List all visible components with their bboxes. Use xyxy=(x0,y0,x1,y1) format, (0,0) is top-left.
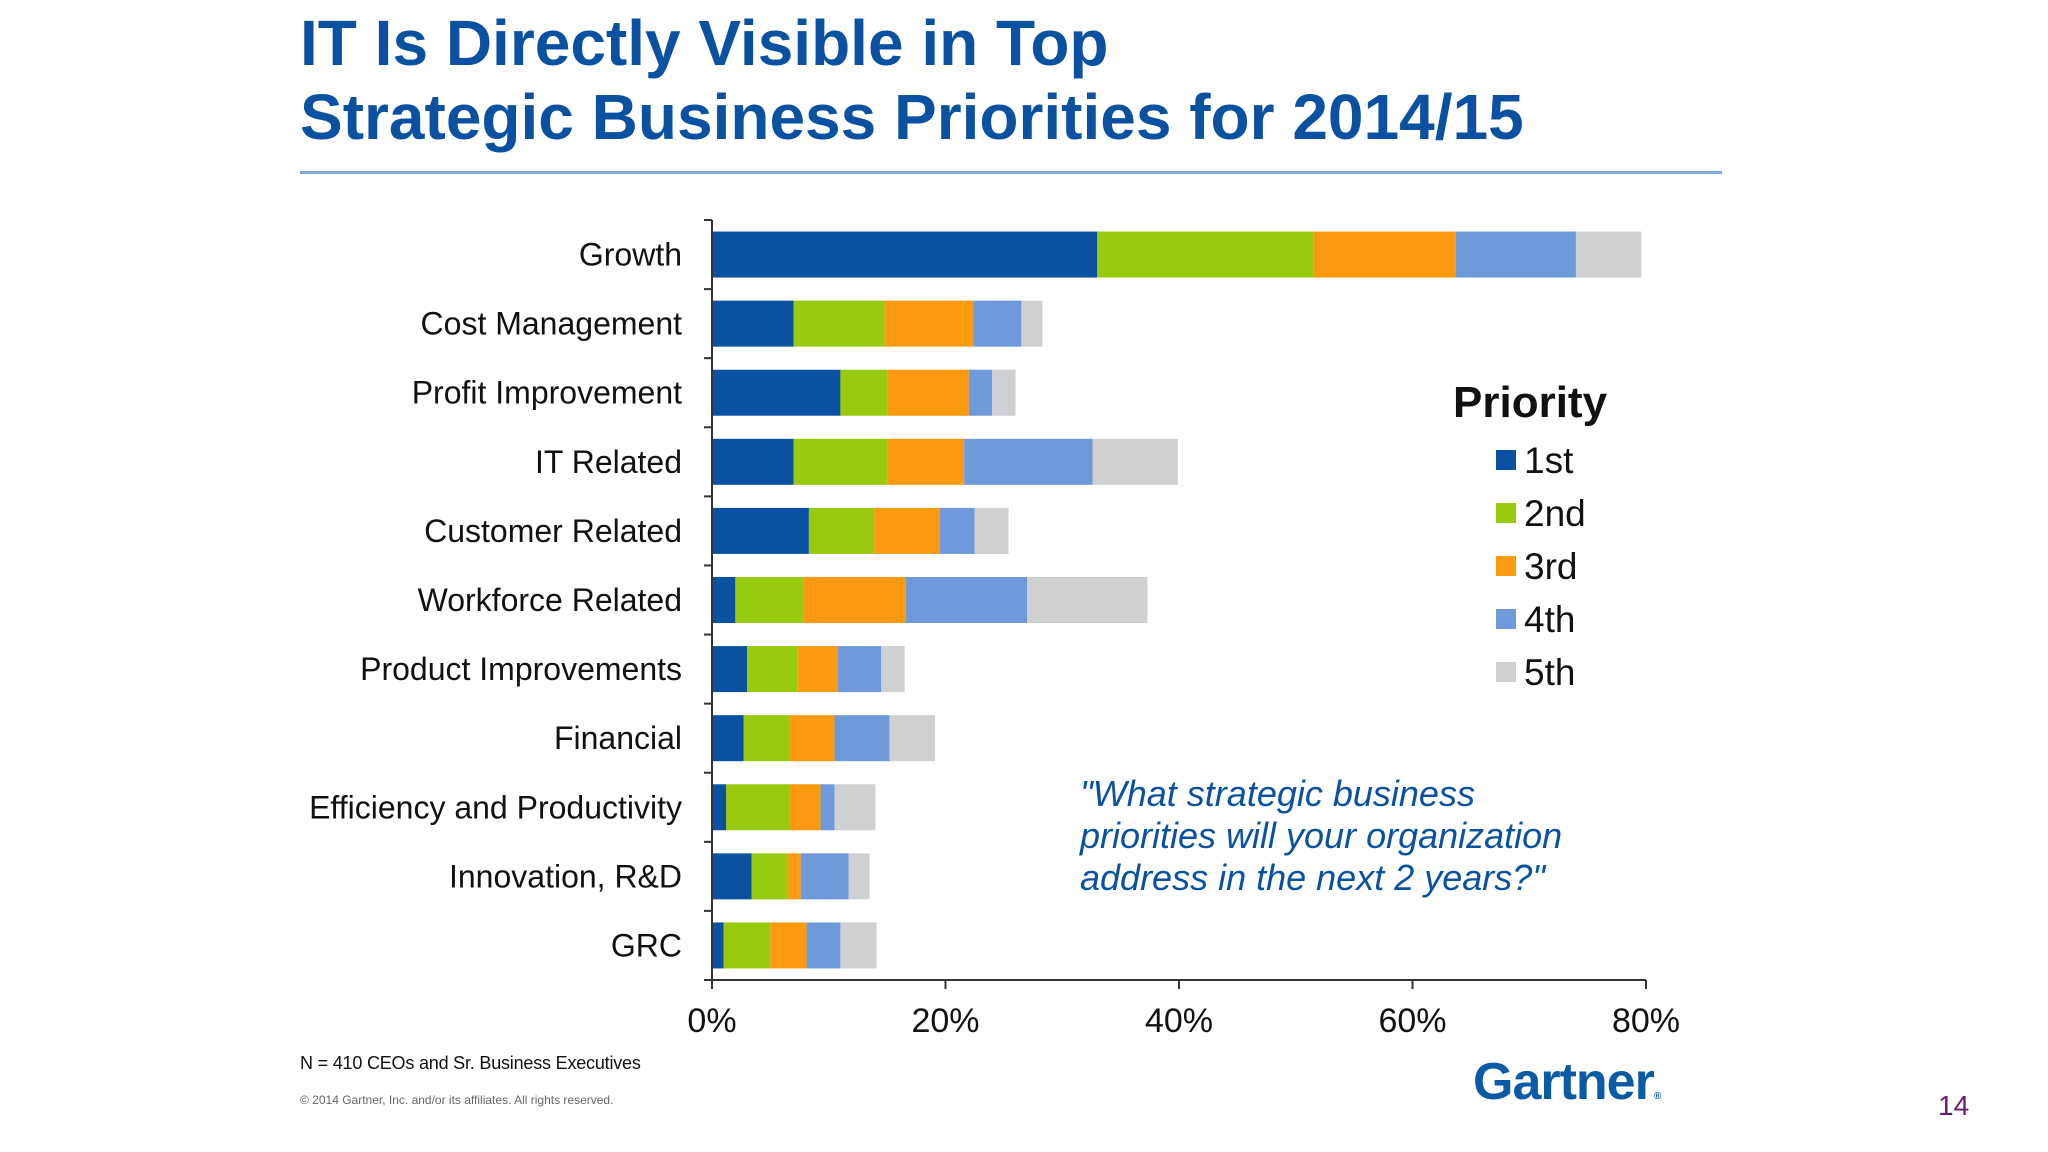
category-label: Innovation, R&D xyxy=(449,858,682,894)
bar-segment-1st xyxy=(712,922,724,969)
bar-segment-4th xyxy=(834,715,890,762)
legend-label-1st: 1st xyxy=(1524,440,1574,481)
page-number: 14 xyxy=(1938,1090,1970,1121)
legend-label-4th: 4th xyxy=(1524,599,1575,640)
bar-segment-1st xyxy=(712,784,727,831)
bar-segment-5th xyxy=(848,853,870,900)
legend-label-2nd: 2nd xyxy=(1524,493,1586,534)
bar-segment-5th xyxy=(881,646,905,693)
bar-segment-1st xyxy=(712,369,841,416)
bar-segment-4th xyxy=(838,646,882,693)
bar-segment-4th xyxy=(806,922,841,969)
category-label: Workforce Related xyxy=(418,582,682,618)
bar-segment-4th xyxy=(973,300,1022,347)
legend-swatch-1st xyxy=(1496,450,1516,470)
bar-segment-5th xyxy=(1021,300,1043,347)
bar-segment-3rd xyxy=(787,853,801,900)
x-tick-label: 0% xyxy=(687,1002,736,1040)
bar-segment-3rd xyxy=(884,300,974,347)
category-label: Efficiency and Productivity xyxy=(309,789,682,825)
logo-text: Gartner xyxy=(1473,1053,1655,1111)
category-label: GRC xyxy=(611,927,682,963)
bar-segment-4th xyxy=(968,369,993,416)
bar-segment-1st xyxy=(712,715,744,762)
sample-size-note: N = 410 CEOs and Sr. Business Executives xyxy=(300,1053,641,1073)
bar-segment-3rd xyxy=(789,715,835,762)
bar-segment-1st xyxy=(712,577,736,623)
bar-segment-2nd xyxy=(726,784,790,831)
bar-segment-2nd xyxy=(747,646,798,693)
bar-segment-2nd xyxy=(1097,231,1314,278)
title-divider xyxy=(300,171,1722,174)
category-label: Product Improvements xyxy=(360,651,682,687)
legend-swatch-2nd xyxy=(1496,503,1516,523)
bar-segment-5th xyxy=(1092,438,1178,485)
bar-segment-1st xyxy=(712,646,748,693)
bar-segment-2nd xyxy=(735,577,804,623)
legend-swatch-4th xyxy=(1496,609,1516,629)
bar-segment-2nd xyxy=(840,369,888,416)
category-label: Financial xyxy=(554,720,682,756)
category-label: Cost Management xyxy=(421,306,683,342)
bar-segment-1st xyxy=(712,300,794,347)
bar-segment-1st xyxy=(712,231,1098,278)
bar-segment-3rd xyxy=(797,646,839,693)
bar-segment-5th xyxy=(1027,577,1148,623)
bar-segment-5th xyxy=(840,922,877,969)
bar-segment-5th xyxy=(889,715,935,762)
question-annotation-line: priorities will your organization xyxy=(1079,815,1562,856)
legend-swatch-5th xyxy=(1496,662,1516,682)
bar-segment-2nd xyxy=(723,922,771,969)
x-tick-label: 80% xyxy=(1612,1002,1680,1040)
bar-segment-3rd xyxy=(874,507,940,554)
legend-swatch-3rd xyxy=(1496,556,1516,576)
bar-segment-1st xyxy=(712,507,809,554)
bar-segment-3rd xyxy=(887,369,969,416)
gartner-logo: Gartner® xyxy=(1473,1052,1661,1112)
question-annotation-line: "What strategic business xyxy=(1080,773,1475,814)
category-label: Customer Related xyxy=(424,513,682,549)
legend-title: Priority xyxy=(1453,378,1608,427)
legend-label-5th: 5th xyxy=(1524,652,1575,693)
bar-segment-2nd xyxy=(751,853,788,900)
title-line-2: Strategic Business Priorities for 2014/1… xyxy=(300,81,1524,153)
bar-segment-3rd xyxy=(770,922,807,969)
bar-segment-4th xyxy=(800,853,849,900)
slide-title: IT Is Directly Visible in Top Strategic … xyxy=(300,6,1750,154)
category-label: Growth xyxy=(579,237,682,273)
bar-segment-5th xyxy=(1575,231,1642,278)
category-label: Profit Improvement xyxy=(412,375,682,411)
bar-segment-5th xyxy=(992,369,1016,416)
category-label: IT Related xyxy=(535,444,682,480)
bar-segment-4th xyxy=(1455,231,1576,278)
bar-segment-4th xyxy=(964,438,1093,485)
bar-segment-2nd xyxy=(808,507,875,554)
bar-segment-3rd xyxy=(789,784,821,831)
title-line-1: IT Is Directly Visible in Top xyxy=(300,7,1109,79)
x-tick-label: 40% xyxy=(1145,1002,1213,1040)
bar-segment-5th xyxy=(834,784,876,831)
x-tick-label: 20% xyxy=(911,1002,979,1040)
bar-segment-2nd xyxy=(793,438,888,485)
copyright-notice: © 2014 Gartner, Inc. and/or its affiliat… xyxy=(300,1093,614,1107)
bar-segment-4th xyxy=(820,784,835,831)
registered-mark: ® xyxy=(1653,1091,1661,1102)
bar-segment-3rd xyxy=(803,577,906,623)
bar-segment-1st xyxy=(712,438,794,485)
bar-segment-2nd xyxy=(793,300,885,347)
bar-segment-4th xyxy=(939,507,975,554)
bar-segment-1st xyxy=(712,853,752,900)
question-annotation-line: address in the next 2 years?" xyxy=(1080,857,1547,898)
x-tick-label: 60% xyxy=(1378,1002,1446,1040)
bar-segment-5th xyxy=(974,507,1009,554)
bar-segment-2nd xyxy=(743,715,790,762)
legend-label-3rd: 3rd xyxy=(1524,546,1577,587)
bar-segment-3rd xyxy=(1313,231,1456,278)
bar-segment-3rd xyxy=(887,438,965,485)
bar-segment-4th xyxy=(905,577,1028,623)
